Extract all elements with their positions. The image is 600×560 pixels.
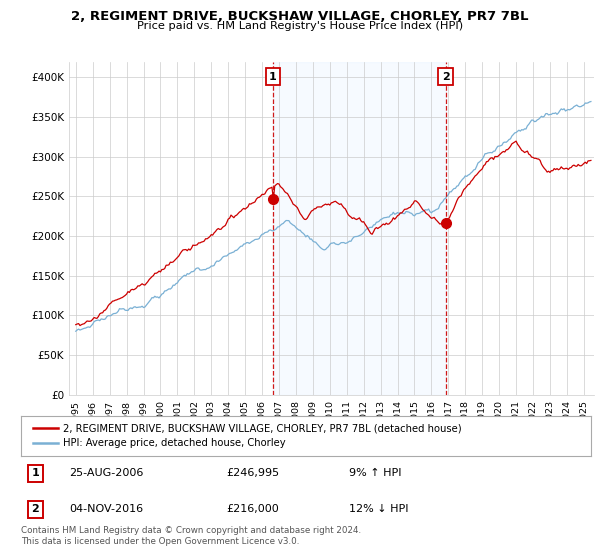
Text: £216,000: £216,000	[226, 505, 279, 515]
Text: 12% ↓ HPI: 12% ↓ HPI	[349, 505, 408, 515]
Text: 04-NOV-2016: 04-NOV-2016	[70, 505, 143, 515]
Text: 25-AUG-2006: 25-AUG-2006	[70, 468, 144, 478]
Text: 2, REGIMENT DRIVE, BUCKSHAW VILLAGE, CHORLEY, PR7 7BL: 2, REGIMENT DRIVE, BUCKSHAW VILLAGE, CHO…	[71, 10, 529, 23]
Legend: 2, REGIMENT DRIVE, BUCKSHAW VILLAGE, CHORLEY, PR7 7BL (detached house), HPI: Ave: 2, REGIMENT DRIVE, BUCKSHAW VILLAGE, CHO…	[29, 420, 466, 452]
Bar	[273, 62, 446, 395]
Text: Contains HM Land Registry data © Crown copyright and database right 2024.
This d: Contains HM Land Registry data © Crown c…	[21, 526, 361, 546]
Text: 9% ↑ HPI: 9% ↑ HPI	[349, 468, 401, 478]
Text: Price paid vs. HM Land Registry's House Price Index (HPI): Price paid vs. HM Land Registry's House …	[137, 21, 463, 31]
Text: 2: 2	[442, 72, 449, 82]
Text: £246,995: £246,995	[226, 468, 280, 478]
Text: 2: 2	[31, 505, 39, 515]
Text: 1: 1	[269, 72, 277, 82]
Text: 1: 1	[31, 468, 39, 478]
